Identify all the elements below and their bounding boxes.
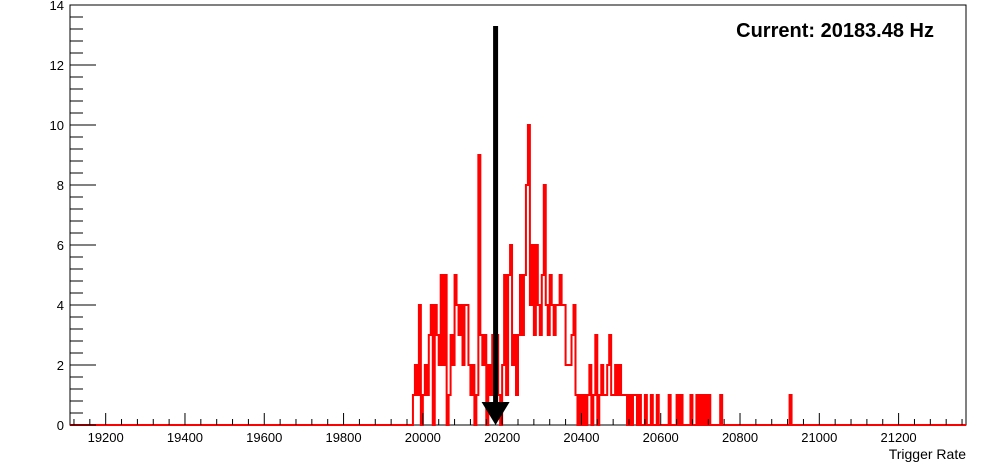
x-tick-label: 21200 [881, 430, 917, 445]
histogram-series [70, 124, 966, 426]
x-tick-label: 19400 [167, 430, 203, 445]
y-tick-label: 10 [50, 118, 64, 133]
y-tick-label: 6 [57, 238, 64, 253]
x-tick-label: 20000 [405, 430, 441, 445]
marker-arrow-head [481, 402, 510, 425]
y-tick-label: 14 [50, 0, 64, 13]
x-tick-label: 21000 [801, 430, 837, 445]
x-tick-label: 20800 [722, 430, 758, 445]
x-tick-label: 20200 [484, 430, 520, 445]
current-rate-annotation: Current: 20183.48 Hz [736, 20, 934, 42]
x-tick-label: 19600 [246, 430, 282, 445]
y-tick-label: 4 [57, 298, 64, 313]
y-tick-label: 12 [50, 58, 64, 73]
x-tick-label: 19800 [325, 430, 361, 445]
y-tick-label: 0 [57, 418, 64, 433]
x-tick-label: 20600 [643, 430, 679, 445]
y-tick-label: 8 [57, 178, 64, 193]
x-tick-label: 20400 [563, 430, 599, 445]
current-rate-marker [481, 26, 510, 425]
x-axis-title: Trigger Rate [889, 446, 967, 462]
x-tick-label: 19200 [88, 430, 124, 445]
y-tick-label: 2 [57, 358, 64, 373]
histogram-outline-0 [70, 124, 966, 426]
axes: 19200 19400 19600 19800 20000 20200 20400 20600… [50, 0, 963, 445]
